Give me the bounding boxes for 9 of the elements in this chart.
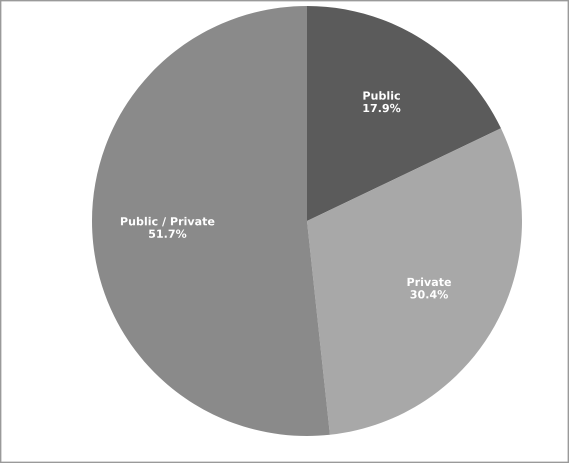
data-label: 17.9% <box>363 104 400 112</box>
pie-slice <box>307 128 522 435</box>
slice-label: Private <box>408 277 452 286</box>
slice-label: Public <box>363 91 400 100</box>
slice-label: Public / Private <box>120 216 214 226</box>
data-label: 51.7% <box>149 230 186 238</box>
pie-slice <box>92 6 330 436</box>
pie-slice <box>307 6 501 221</box>
data-label: 30.4% <box>410 290 448 299</box>
